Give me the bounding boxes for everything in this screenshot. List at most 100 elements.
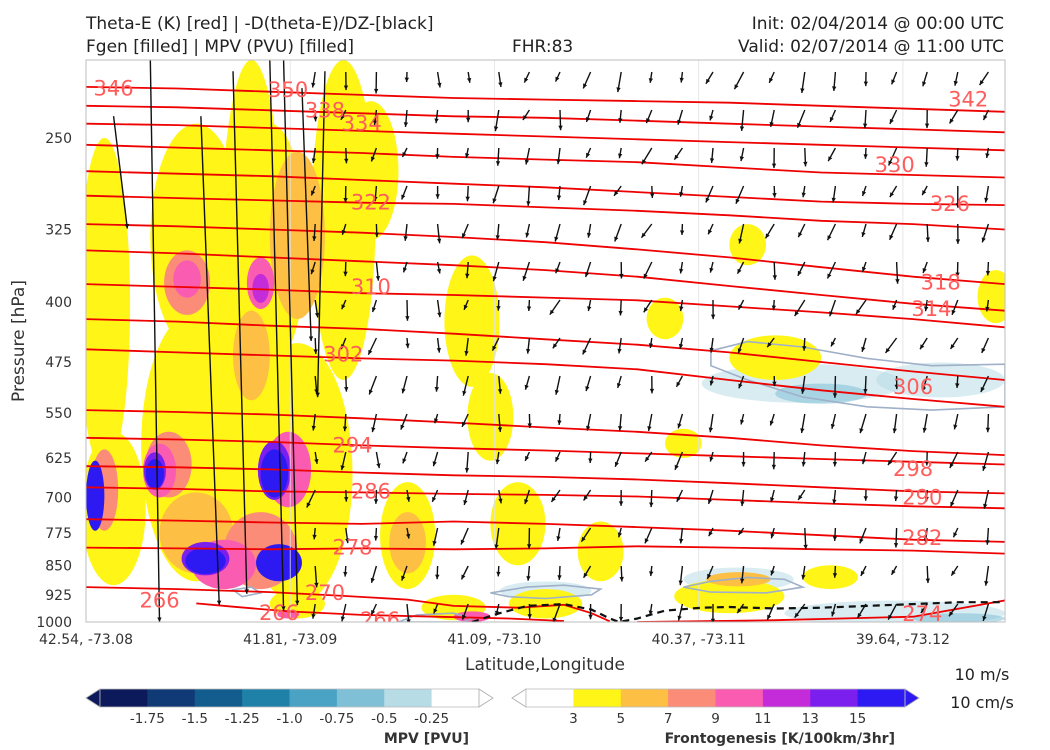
frontogenesis-filled-region [86, 137, 131, 472]
wind-vector [675, 375, 684, 388]
wind-vector [406, 603, 411, 622]
wind-vector [314, 565, 319, 588]
wind-vector [497, 413, 503, 433]
wind-vector [861, 223, 867, 238]
y-tick-label: 475 [45, 355, 72, 371]
wind-vector [949, 451, 959, 469]
wind-vector [340, 109, 347, 121]
frontogenesis-filled-region [86, 460, 105, 531]
fgen-colorbar-tick: 15 [849, 711, 866, 727]
wind-vector [739, 109, 745, 132]
wind-vector [826, 223, 837, 241]
wind-vector [953, 71, 959, 86]
wind-vector [678, 337, 684, 349]
theta-e-contour-label: 298 [893, 457, 933, 481]
wind-vector [737, 337, 745, 354]
wind-vector [618, 603, 624, 622]
wind-vector [796, 109, 806, 129]
wind-vector [948, 603, 959, 617]
theta-e-contour-326 [86, 170, 1005, 206]
mpv-colorbar-swatch [431, 689, 480, 707]
mpv-filled-region [913, 613, 1005, 622]
theta-e-contour-label: 306 [893, 375, 933, 399]
wind-vector [861, 185, 867, 197]
wind-vector [797, 261, 806, 277]
wind-vector [582, 565, 592, 579]
y-tick-label: 325 [45, 223, 72, 239]
theta-e-contour-298 [86, 409, 1005, 456]
wind-vector [679, 527, 684, 544]
wind-vector [801, 565, 806, 580]
frontogenesis-filled-region [674, 579, 785, 614]
wind-vector [344, 489, 349, 502]
frontogenesis-filled-region [145, 458, 165, 489]
wind-vector [340, 603, 347, 622]
wind-vector [465, 147, 470, 159]
mpv-colorbar-swatch [100, 689, 148, 707]
theta-e-contour-label: 310 [351, 275, 391, 299]
wind-vector [313, 337, 318, 354]
wind-vector [673, 147, 683, 161]
y-tick-label: 250 [45, 131, 72, 147]
wind-vector [373, 185, 378, 202]
wind-vector [708, 413, 714, 433]
wind-vector [924, 147, 929, 167]
wind-vector [526, 299, 532, 312]
wind-vector [343, 185, 348, 203]
wind-vector [706, 565, 714, 580]
wind-vector [617, 527, 622, 538]
wind-vector [650, 185, 655, 199]
frontogenesis-filled-region [508, 589, 583, 619]
wind-vector [889, 185, 898, 198]
wind-vector [374, 71, 379, 94]
wind-vector [737, 299, 745, 310]
wind-vector [736, 603, 745, 614]
wind-vector [492, 261, 500, 282]
mpv-colorbar-swatch [242, 689, 290, 707]
wind-vector [890, 565, 898, 576]
wind-vector [707, 489, 714, 505]
wind-vector [829, 109, 837, 123]
wind-vector [649, 375, 655, 394]
wind-vector [558, 109, 563, 131]
wind-vector [522, 261, 531, 281]
wind-vector [465, 185, 470, 202]
wind-vector [740, 489, 745, 507]
wind-vector [436, 299, 442, 318]
wind-vector [588, 451, 593, 464]
wind-vector [435, 147, 440, 159]
y-axis-label: Pressure [hPa] [9, 280, 29, 402]
wind-vector [645, 109, 653, 124]
wind-vector [860, 565, 867, 577]
wind-vector [311, 603, 316, 619]
frontogenesis-filled-region [173, 260, 201, 298]
wind-vector [985, 147, 990, 159]
theta-e-contour-302 [86, 348, 1005, 408]
wind-vector [985, 527, 990, 545]
wind-vector [644, 527, 653, 544]
wind-vector [982, 109, 990, 121]
wind-vector [552, 603, 561, 622]
wind-vector [674, 451, 684, 471]
wind-vector [495, 451, 500, 465]
wind-vector [832, 375, 838, 398]
fgen-colorbar-label: Frontogenesis [K/100km/3hr] [665, 731, 895, 747]
wind-vector [740, 413, 745, 425]
wind-vector [949, 337, 959, 350]
wind-vector [766, 603, 775, 620]
wind-vector [924, 299, 929, 312]
wind-vector [802, 337, 807, 351]
wind-vector [736, 261, 745, 275]
plot-frame [85, 59, 1006, 623]
wind-vector [709, 147, 715, 163]
theta-e-contour-label: 266 [139, 588, 179, 612]
wind-vector [554, 451, 561, 462]
wind-vector [618, 413, 623, 431]
wind-vector [585, 147, 592, 159]
wind-vector [557, 565, 562, 580]
wind-vector [855, 299, 867, 315]
wind-vector [341, 223, 347, 236]
wind-vector [617, 337, 622, 354]
wind-vector [981, 337, 990, 354]
fgen-colorbar-swatch [857, 689, 906, 707]
